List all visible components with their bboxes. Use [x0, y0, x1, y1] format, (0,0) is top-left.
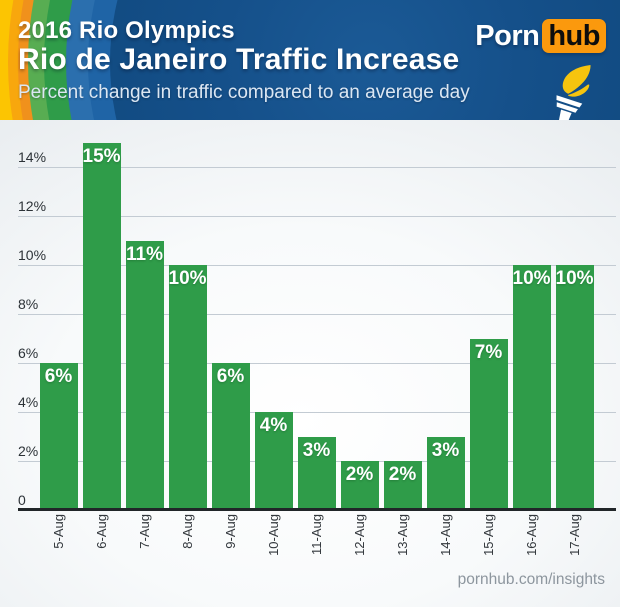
x-tick-label: 8-Aug	[179, 514, 195, 549]
bar-value-label: 10%	[168, 268, 207, 289]
torch-icon	[556, 65, 591, 120]
x-tick-label: 12-Aug	[351, 514, 367, 556]
bar	[426, 436, 465, 510]
bar-value-label: 10%	[555, 268, 594, 289]
bar	[211, 363, 250, 510]
x-tick-label: 10-Aug	[265, 514, 281, 556]
gridline	[18, 412, 616, 413]
x-axis-line	[18, 508, 616, 511]
header-subtitle: Percent change in traffic compared to an…	[18, 82, 470, 103]
bar-value-label: 11%	[126, 243, 163, 265]
y-tick-label: 2%	[18, 443, 39, 459]
y-tick-label: 4%	[18, 394, 39, 410]
bar-value-label: 6%	[216, 366, 245, 387]
source-credit: pornhub.com/insights	[457, 571, 605, 588]
y-baseline-label: 0	[18, 492, 26, 508]
header-kicker: 2016 Rio Olympics	[18, 17, 235, 44]
y-tick-label: 8%	[18, 296, 39, 312]
gridline	[18, 265, 616, 266]
x-tick-label: 11-Aug	[308, 514, 324, 555]
x-tick-label: 14-Aug	[437, 514, 453, 556]
x-tick-label: 7-Aug	[136, 514, 152, 549]
gridline	[18, 167, 616, 168]
x-tick-label: 5-Aug	[50, 514, 66, 549]
bar	[125, 240, 164, 510]
x-tick-label: 13-Aug	[394, 514, 410, 556]
corner-arcs-decoration	[0, 0, 620, 120]
bar	[555, 265, 594, 510]
bar-value-label: 2%	[388, 464, 417, 485]
bar-value-label: 2%	[345, 464, 374, 485]
bar	[383, 461, 422, 510]
bar	[469, 338, 508, 510]
y-tick-label: 14%	[18, 149, 47, 165]
y-tick-label: 12%	[18, 198, 47, 214]
bar-chart: 2% 4% 6% 8% 10% 12% 14% 0 6% 15% 11% 10% 6% 4% 3% 2% 2%…	[0, 120, 620, 607]
bar-value-label: 3%	[431, 439, 460, 461]
bar	[82, 142, 121, 510]
x-tick-label: 6-Aug	[93, 514, 109, 549]
bar-value-label: 4%	[259, 415, 288, 436]
gridline	[18, 363, 616, 364]
logo-text-hub: hub	[542, 19, 606, 53]
page-title: Rio de Janeiro Traffic Increase	[18, 43, 460, 76]
gridline	[18, 314, 616, 315]
bar-value-label: 15%	[82, 145, 121, 167]
bar	[512, 265, 551, 510]
x-tick-label: 9-Aug	[222, 514, 238, 549]
y-tick-label: 6%	[18, 345, 39, 361]
y-tick-label: 10%	[18, 247, 47, 263]
x-tick-label: 17-Aug	[566, 514, 582, 556]
bar-value-label: 7%	[474, 341, 503, 363]
x-tick-label: 16-Aug	[523, 514, 539, 556]
logo-text-porn: Porn	[475, 20, 540, 52]
bar-value-label: 3%	[302, 439, 331, 461]
bar	[340, 461, 379, 510]
bar-value-label: 10%	[512, 268, 551, 289]
x-tick-label: 15-Aug	[480, 514, 496, 556]
bar	[168, 265, 207, 510]
bar	[254, 412, 293, 510]
gridline	[18, 216, 616, 217]
bar-value-label: 6%	[44, 366, 73, 387]
header: 2016 Rio Olympics Rio de Janeiro Traffic…	[0, 0, 620, 120]
pornhub-logo: Porn hub	[475, 19, 606, 53]
bar	[297, 436, 336, 510]
bar	[39, 363, 78, 510]
